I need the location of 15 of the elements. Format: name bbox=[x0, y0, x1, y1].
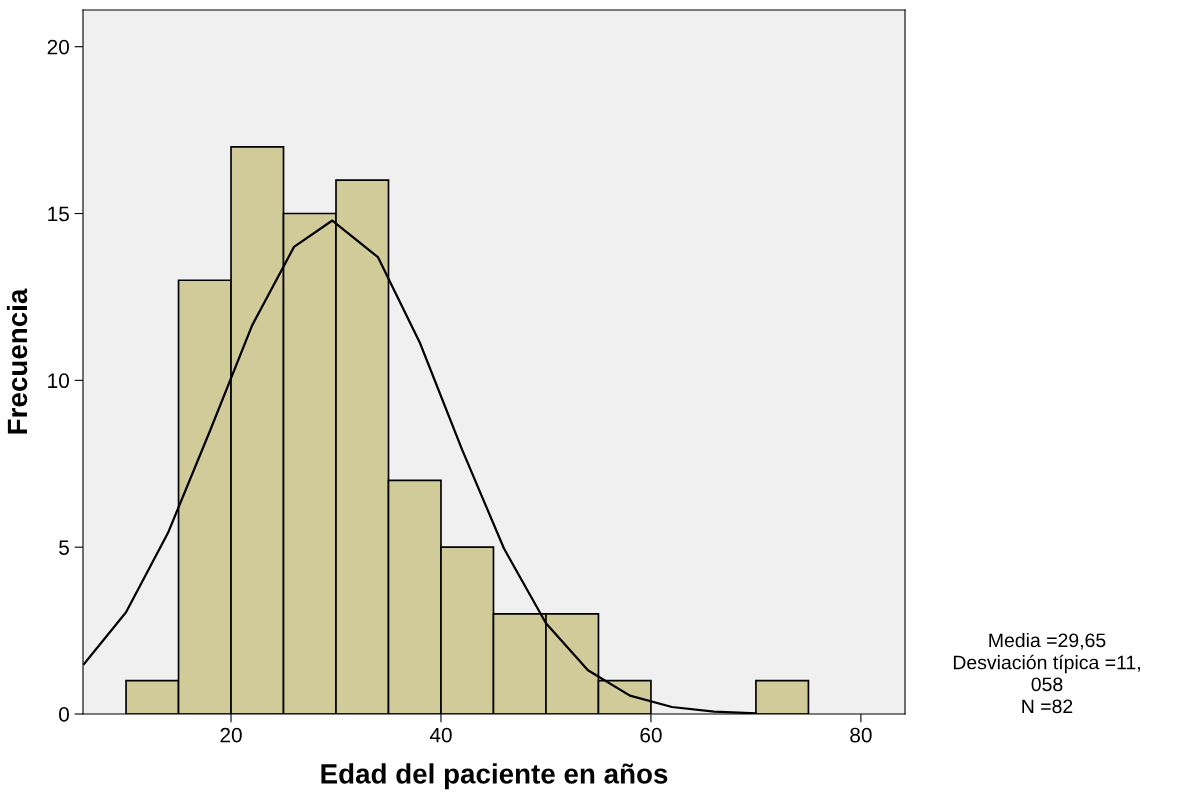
x-tick-label: 40 bbox=[429, 727, 452, 743]
x-tick-label: 80 bbox=[850, 727, 872, 743]
x-tick-label: 60 bbox=[640, 727, 662, 743]
text: N =82 bbox=[1022, 699, 1073, 714]
y-tick-label: 0 bbox=[59, 707, 69, 722]
y-tick-label: 10 bbox=[48, 373, 69, 389]
y-tick-label: 20 bbox=[47, 39, 69, 55]
text: 058 bbox=[1031, 677, 1063, 692]
y-axis-title: Frecuencia bbox=[6, 288, 28, 434]
x-tick-label: 20 bbox=[220, 727, 242, 743]
text: Media =29,65 bbox=[989, 632, 1106, 650]
text: Desviación típica =11, bbox=[953, 654, 1140, 674]
y-tick-label: 15 bbox=[48, 206, 69, 222]
y-tick-label: 5 bbox=[59, 540, 69, 555]
x-axis-title: Edad del paciente en años bbox=[321, 763, 668, 790]
